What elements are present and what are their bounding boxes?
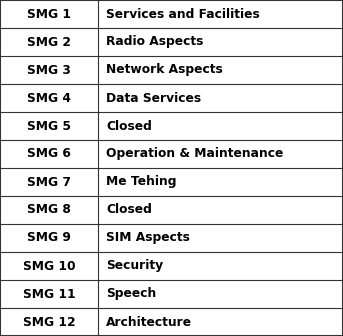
Text: Security: Security [106,259,164,272]
Text: Closed: Closed [106,204,152,216]
Text: SMG 12: SMG 12 [23,316,75,329]
Text: SMG 6: SMG 6 [27,148,71,161]
Text: SMG 7: SMG 7 [27,175,71,188]
Text: SMG 11: SMG 11 [23,288,75,300]
Text: Data Services: Data Services [106,91,201,104]
Text: SMG 9: SMG 9 [27,232,71,245]
Text: SMG 8: SMG 8 [27,204,71,216]
Text: SMG 5: SMG 5 [27,120,71,132]
Text: SMG 1: SMG 1 [27,7,71,20]
Text: Services and Facilities: Services and Facilities [106,7,260,20]
Text: Architecture: Architecture [106,316,192,329]
Text: SMG 3: SMG 3 [27,64,71,77]
Text: SMG 10: SMG 10 [23,259,75,272]
Text: Network Aspects: Network Aspects [106,64,223,77]
Text: Closed: Closed [106,120,152,132]
Text: Radio Aspects: Radio Aspects [106,36,204,48]
Text: Operation & Maintenance: Operation & Maintenance [106,148,284,161]
Text: Me Tehing: Me Tehing [106,175,177,188]
Text: SMG 2: SMG 2 [27,36,71,48]
Text: SMG 4: SMG 4 [27,91,71,104]
Text: SIM Aspects: SIM Aspects [106,232,190,245]
Text: Speech: Speech [106,288,157,300]
